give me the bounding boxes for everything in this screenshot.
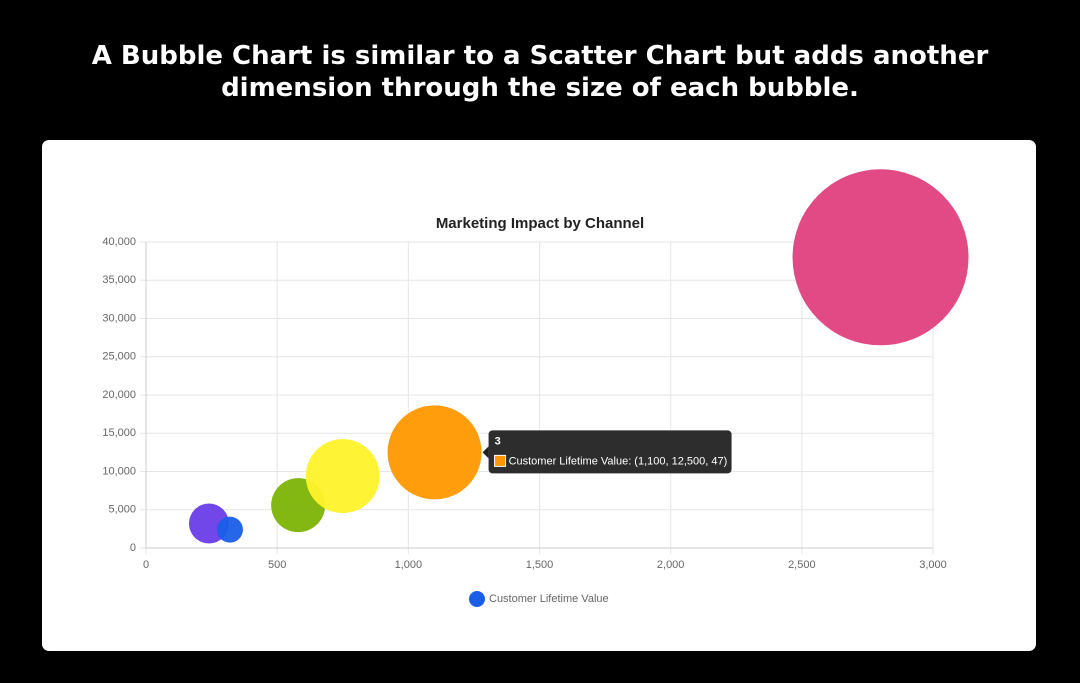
tooltip-arrow [482, 446, 489, 459]
x-tick-label: 2,000 [657, 559, 685, 571]
y-tick-label: 15,000 [102, 427, 136, 439]
y-tick-label: 30,000 [102, 312, 136, 324]
legend-label: Customer Lifetime Value [489, 593, 609, 605]
x-tick-label: 0 [143, 559, 149, 571]
legend-swatch [469, 591, 485, 607]
tooltip-title: 3 [495, 435, 501, 447]
bubble [305, 439, 380, 514]
y-tick-label: 10,000 [102, 465, 136, 477]
bubble [792, 169, 969, 346]
x-tick-label: 1,500 [526, 559, 554, 571]
tooltip: 3 Customer Lifetime Value: (1,100, 12,500… [482, 430, 732, 474]
tooltip-text: Customer Lifetime Value: (1,100, 12,500,… [509, 455, 728, 467]
y-tick-label: 20,000 [102, 389, 136, 401]
legend-item: Customer Lifetime Value [469, 591, 609, 607]
y-tick-label: 25,000 [102, 351, 136, 363]
x-tick-label: 500 [268, 559, 286, 571]
chart-title: Marketing Impact by Channel [436, 215, 644, 232]
bubble [216, 516, 243, 543]
bubble [387, 405, 482, 500]
y-tick-label: 40,000 [102, 236, 136, 248]
x-tick-label: 1,000 [395, 559, 423, 571]
y-tick-label: 35,000 [102, 274, 136, 286]
tooltip-box [488, 430, 732, 474]
x-tick-label: 3,000 [919, 559, 947, 571]
y-tick-label: 5,000 [108, 504, 136, 516]
page-title: A Bubble Chart is similar to a Scatter C… [91, 41, 989, 103]
tooltip-swatch [494, 454, 507, 467]
x-tick-label: 2,500 [788, 559, 816, 571]
y-tick-label: 0 [130, 542, 136, 554]
